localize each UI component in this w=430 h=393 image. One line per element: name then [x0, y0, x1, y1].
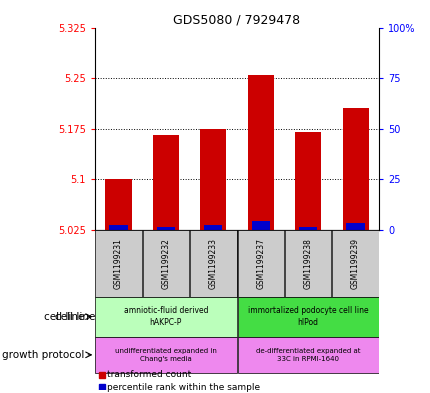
Text: transformed count: transformed count	[107, 370, 190, 379]
Bar	[142, 230, 189, 297]
Bar	[332, 230, 378, 297]
Bar	[342, 108, 368, 230]
Bar	[237, 297, 378, 336]
Bar	[295, 132, 320, 230]
Bar	[251, 221, 269, 230]
Text: percentile rank within the sample: percentile rank within the sample	[107, 383, 259, 392]
Bar	[105, 179, 131, 230]
Bar	[204, 224, 222, 230]
Text: GSM1199238: GSM1199238	[303, 238, 312, 289]
Bar	[200, 129, 226, 230]
Bar	[95, 336, 236, 373]
Text: GSM1199239: GSM1199239	[350, 238, 359, 289]
Bar	[157, 226, 175, 230]
Text: undifferentiated expanded in
Chang's media: undifferentiated expanded in Chang's med…	[115, 348, 216, 362]
Text: cell line: cell line	[44, 312, 84, 321]
Text: growth protocol: growth protocol	[2, 350, 84, 360]
Text: GSM1199232: GSM1199232	[161, 238, 170, 289]
Text: amniotic-fluid derived
hAKPC-P: amniotic-fluid derived hAKPC-P	[123, 306, 208, 327]
Bar	[95, 230, 141, 297]
Text: GSM1199233: GSM1199233	[209, 238, 217, 289]
Bar	[109, 224, 127, 230]
Bar	[284, 230, 331, 297]
Bar	[346, 223, 364, 230]
Bar	[237, 230, 283, 297]
Text: cell line: cell line	[55, 312, 95, 321]
Bar	[247, 75, 273, 230]
Text: GSM1199237: GSM1199237	[256, 238, 264, 289]
Bar	[153, 136, 178, 230]
Title: GDS5080 / 7929478: GDS5080 / 7929478	[173, 13, 300, 26]
Bar	[190, 230, 236, 297]
Bar	[95, 297, 236, 336]
Bar	[237, 336, 378, 373]
Text: de-differentiated expanded at
33C in RPMI-1640: de-differentiated expanded at 33C in RPM…	[255, 348, 359, 362]
Text: GSM1199231: GSM1199231	[114, 238, 123, 289]
Bar	[298, 226, 316, 230]
Text: immortalized podocyte cell line
hIPod: immortalized podocyte cell line hIPod	[247, 306, 368, 327]
